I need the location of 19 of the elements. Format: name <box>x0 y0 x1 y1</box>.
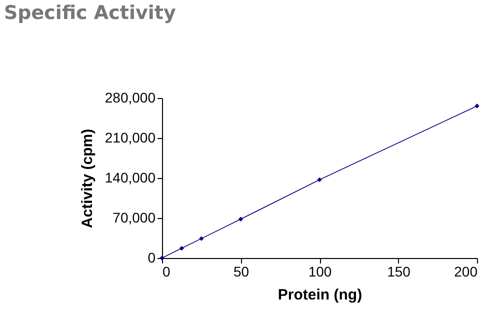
point <box>160 256 164 260</box>
x-tick-label: 150 <box>387 264 411 280</box>
y-tick-label: 140,000 <box>104 170 156 186</box>
x-tick-label: 0 <box>162 264 170 280</box>
y-tick-label: 280,000 <box>104 90 156 106</box>
y-tick-label: 210,000 <box>104 130 156 146</box>
point <box>179 246 184 251</box>
point <box>317 177 322 182</box>
y-axis-title: Activity (cpm) <box>78 128 96 228</box>
y-tick-label: 0 <box>148 250 156 266</box>
point <box>474 104 480 108</box>
point <box>199 236 204 241</box>
x-tick-label: 100 <box>308 264 332 280</box>
x-tick-label: 200 <box>454 264 478 280</box>
chart-title: Specific Activity <box>4 2 176 24</box>
y-tick-label: 70,000 <box>112 210 156 226</box>
x-tick-label: 50 <box>233 264 250 280</box>
point <box>238 216 244 222</box>
x-axis-title: Protein (ng) <box>278 286 362 304</box>
